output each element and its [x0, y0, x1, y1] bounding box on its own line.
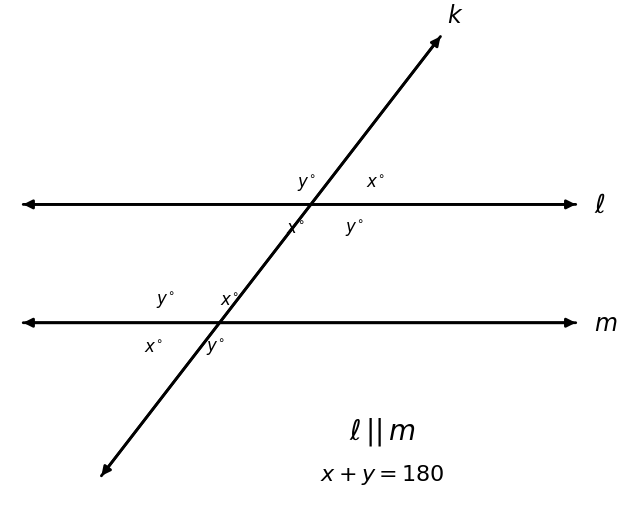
Text: $y^{\circ}$: $y^{\circ}$ — [155, 290, 175, 310]
Text: $x^{\circ}$: $x^{\circ}$ — [286, 219, 304, 237]
Text: $y^{\circ}$: $y^{\circ}$ — [345, 218, 364, 239]
Text: $\ell$: $\ell$ — [594, 192, 606, 218]
Text: $x^{\circ}$: $x^{\circ}$ — [366, 174, 385, 192]
Text: $x + y = 180$: $x + y = 180$ — [320, 462, 444, 486]
Text: $x^{\circ}$: $x^{\circ}$ — [220, 291, 239, 309]
Text: $y^{\circ}$: $y^{\circ}$ — [206, 337, 224, 358]
Text: $y^{\circ}$: $y^{\circ}$ — [297, 173, 315, 193]
Text: $x^{\circ}$: $x^{\circ}$ — [145, 338, 163, 356]
Text: $\ell \,||\, m$: $\ell \,||\, m$ — [348, 415, 415, 447]
Text: $m$: $m$ — [594, 311, 618, 335]
Text: $k$: $k$ — [447, 4, 463, 28]
